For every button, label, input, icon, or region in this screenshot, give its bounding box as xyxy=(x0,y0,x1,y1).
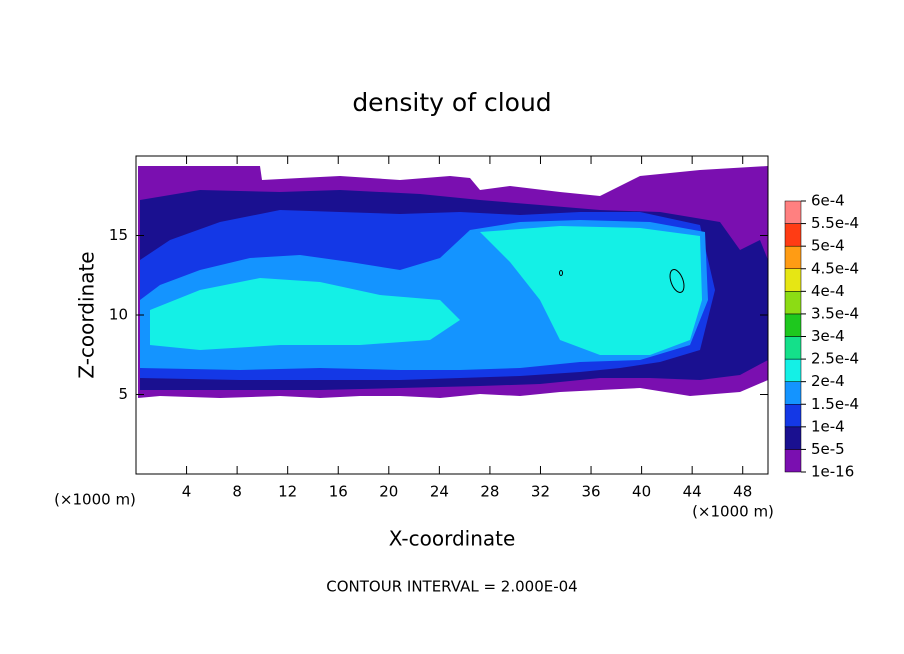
region-5 xyxy=(480,226,702,355)
x-axis-title: X-coordinate xyxy=(389,527,516,551)
colorbar-swatch xyxy=(784,449,802,473)
x-tick-label: 4 xyxy=(182,483,192,501)
colorbar-swatch xyxy=(784,245,802,270)
colorbar-label: 1e-4 xyxy=(811,417,845,435)
colorbar-swatch xyxy=(784,223,802,247)
colorbar-swatch xyxy=(784,404,802,428)
colorbar-label: 3.5e-4 xyxy=(811,304,859,322)
x-tick-label: 32 xyxy=(531,483,550,501)
colorbar-label: 2e-4 xyxy=(811,372,845,390)
annotation: CONTOUR INTERVAL = 2.000E-04 xyxy=(326,578,577,596)
colorbar-label: 5.5e-4 xyxy=(811,214,859,232)
colorbar-swatch xyxy=(784,313,802,337)
x-tick-label: 40 xyxy=(632,483,651,501)
colorbar-label: 1e-16 xyxy=(811,463,854,481)
y-axis-title: Z-coordinate xyxy=(75,251,99,378)
x-tick-label: 48 xyxy=(733,483,752,501)
colorbar-swatch xyxy=(784,426,802,450)
colorbar-swatch xyxy=(784,336,802,360)
colorbar-label: 4e-4 xyxy=(811,282,845,300)
field xyxy=(138,166,768,398)
y-tick-label: 5 xyxy=(118,385,128,403)
x-tick-label: 12 xyxy=(278,483,297,501)
colorbar-label: 2.5e-4 xyxy=(811,350,859,368)
x-tick-label: 8 xyxy=(232,483,242,501)
colorbar-swatch xyxy=(784,291,802,315)
x-tick-label: 36 xyxy=(581,483,600,501)
colorbar-swatch xyxy=(784,381,802,405)
x-tick-label: 20 xyxy=(379,483,398,501)
colorbar-swatch xyxy=(784,268,802,292)
colorbar-swatch xyxy=(784,200,802,224)
x-tick-label: 44 xyxy=(683,483,702,501)
colorbar-label: 5e-4 xyxy=(811,237,845,255)
x-tick-label: 28 xyxy=(480,483,499,501)
colorbar-label: 1.5e-4 xyxy=(811,395,859,413)
y-tick-label: 15 xyxy=(109,226,128,244)
y-units: (×1000 m) xyxy=(54,491,136,509)
colorbar-swatch xyxy=(784,358,802,382)
x-units: (×1000 m) xyxy=(692,503,774,521)
colorbar-label: 6e-4 xyxy=(811,192,845,210)
colorbar-label: 4.5e-4 xyxy=(811,259,859,277)
x-tick-label: 24 xyxy=(430,483,449,501)
x-tick-label: 16 xyxy=(329,483,348,501)
chart-title: density of cloud xyxy=(352,88,551,117)
colorbar-label: 3e-4 xyxy=(811,327,845,345)
region-6 xyxy=(150,278,460,350)
contour-line xyxy=(669,269,685,293)
contour-line xyxy=(559,270,563,276)
colorbar-label: 5e-5 xyxy=(811,440,845,458)
y-tick-label: 10 xyxy=(109,306,128,324)
